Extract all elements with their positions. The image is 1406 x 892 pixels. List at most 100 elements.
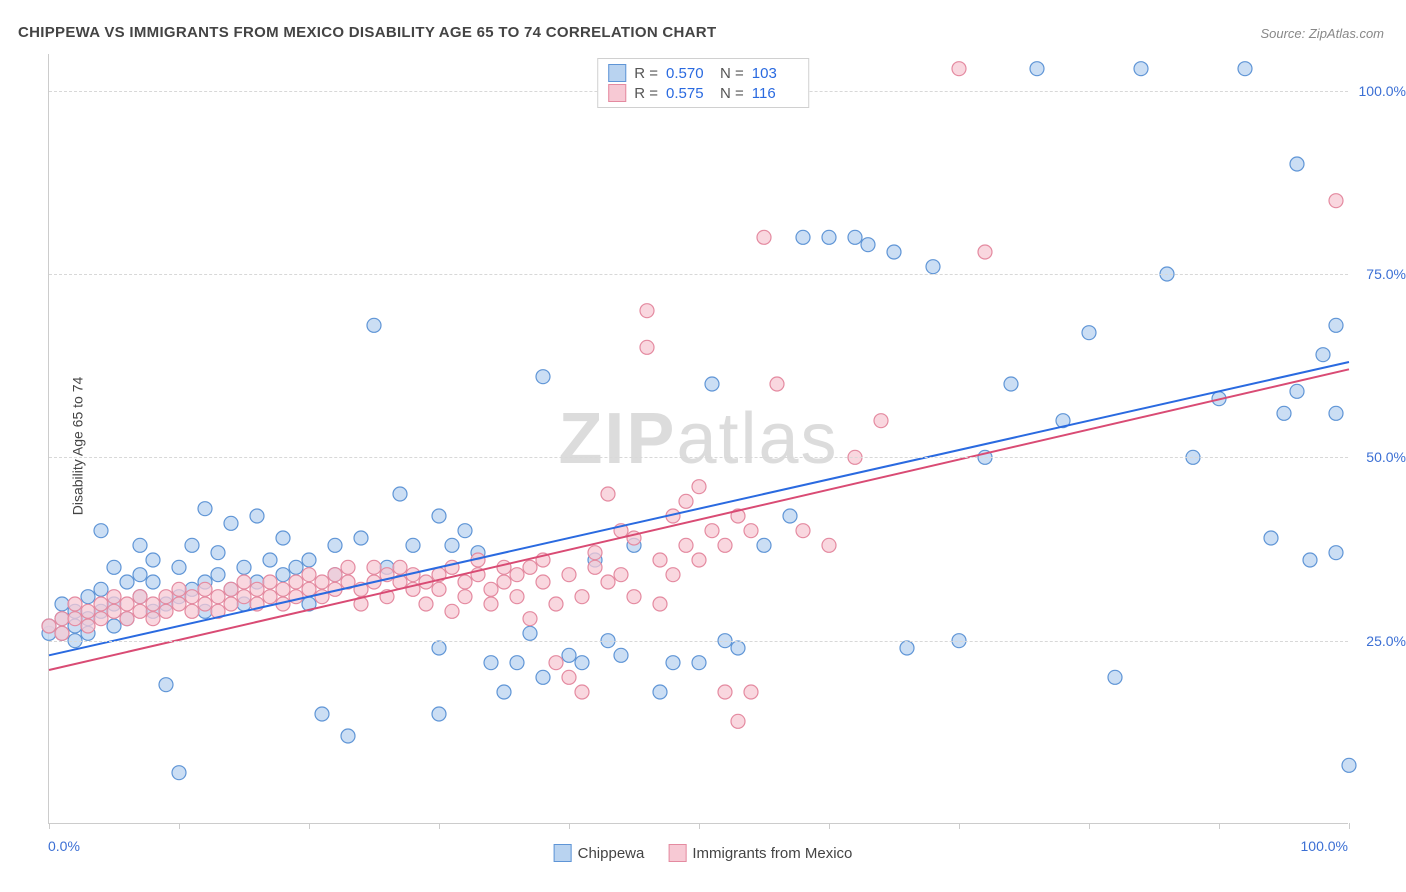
x-tick — [699, 823, 700, 829]
scatter-point — [94, 612, 108, 626]
scatter-point — [237, 560, 251, 574]
scatter-point — [536, 370, 550, 384]
scatter-point — [94, 597, 108, 611]
trend-line — [49, 362, 1349, 655]
scatter-point — [692, 480, 706, 494]
scatter-point — [198, 502, 212, 516]
scatter-point — [146, 612, 160, 626]
scatter-point — [68, 597, 82, 611]
scatter-point — [1290, 157, 1304, 171]
scatter-point — [263, 575, 277, 589]
scatter-point — [120, 597, 134, 611]
scatter-point — [328, 568, 342, 582]
scatter-point — [887, 245, 901, 259]
scatter-point — [341, 560, 355, 574]
scatter-point — [549, 597, 563, 611]
x-tick — [829, 823, 830, 829]
scatter-point — [94, 524, 108, 538]
scatter-point — [497, 575, 511, 589]
scatter-point — [406, 538, 420, 552]
scatter-point — [237, 575, 251, 589]
scatter-point — [211, 546, 225, 560]
scatter-point — [523, 560, 537, 574]
x-axis-min-label: 0.0% — [48, 838, 80, 854]
scatter-point — [627, 590, 641, 604]
scatter-point — [159, 590, 173, 604]
legend-label-series-0: Chippewa — [578, 845, 645, 862]
scatter-point — [146, 553, 160, 567]
scatter-point — [679, 538, 693, 552]
scatter-point — [510, 568, 524, 582]
grid-line — [49, 274, 1348, 275]
scatter-point — [250, 509, 264, 523]
scatter-point — [172, 766, 186, 780]
scatter-point — [536, 670, 550, 684]
scatter-point — [1030, 62, 1044, 76]
scatter-point — [432, 509, 446, 523]
scatter-point — [497, 685, 511, 699]
scatter-point — [276, 582, 290, 596]
scatter-point — [250, 582, 264, 596]
scatter-point — [445, 538, 459, 552]
scatter-point — [393, 560, 407, 574]
scatter-point — [705, 377, 719, 391]
scatter-point — [757, 538, 771, 552]
correlation-chart: CHIPPEWA VS IMMIGRANTS FROM MEXICO DISAB… — [0, 0, 1406, 892]
x-tick — [959, 823, 960, 829]
scatter-point — [562, 648, 576, 662]
scatter-point — [302, 582, 316, 596]
scatter-point — [484, 656, 498, 670]
scatter-point — [393, 487, 407, 501]
stats-row-series-1: R = 0.575 N = 116 — [608, 83, 798, 103]
scatter-point — [159, 604, 173, 618]
scatter-point — [458, 524, 472, 538]
scatter-point — [198, 582, 212, 596]
scatter-point — [42, 619, 56, 633]
scatter-point — [822, 230, 836, 244]
y-tick-label: 100.0% — [1354, 83, 1406, 99]
scatter-point — [1134, 62, 1148, 76]
scatter-point — [172, 597, 186, 611]
r-label: R = — [634, 85, 658, 102]
scatter-point — [146, 575, 160, 589]
scatter-point — [185, 604, 199, 618]
scatter-point — [432, 641, 446, 655]
scatter-point — [172, 582, 186, 596]
scatter-point — [588, 546, 602, 560]
legend-swatch-series-1 — [608, 84, 626, 102]
scatter-point — [1108, 670, 1122, 684]
scatter-point — [874, 414, 888, 428]
scatter-point — [614, 568, 628, 582]
scatter-point — [328, 538, 342, 552]
scatter-point — [1277, 406, 1291, 420]
scatter-point — [653, 553, 667, 567]
scatter-point — [107, 619, 121, 633]
r-label: R = — [634, 65, 658, 82]
scatter-point — [1329, 194, 1343, 208]
scatter-point — [237, 590, 251, 604]
scatter-point — [263, 553, 277, 567]
scatter-point — [770, 377, 784, 391]
n-label: N = — [720, 85, 744, 102]
scatter-point — [796, 230, 810, 244]
x-tick — [179, 823, 180, 829]
scatter-point — [562, 568, 576, 582]
scatter-point — [796, 524, 810, 538]
y-tick-label: 75.0% — [1354, 266, 1406, 282]
scatter-point — [133, 568, 147, 582]
scatter-point — [575, 656, 589, 670]
x-axis-max-label: 100.0% — [1301, 838, 1348, 854]
scatter-point — [900, 641, 914, 655]
scatter-point — [81, 604, 95, 618]
scatter-point — [94, 582, 108, 596]
scatter-point — [445, 604, 459, 618]
scatter-point — [68, 612, 82, 626]
scatter-point — [666, 656, 680, 670]
scatter-point — [224, 582, 238, 596]
scatter-point — [289, 560, 303, 574]
x-tick — [1349, 823, 1350, 829]
scatter-point — [653, 685, 667, 699]
scatter-point — [107, 560, 121, 574]
scatter-point — [705, 524, 719, 538]
x-tick — [569, 823, 570, 829]
